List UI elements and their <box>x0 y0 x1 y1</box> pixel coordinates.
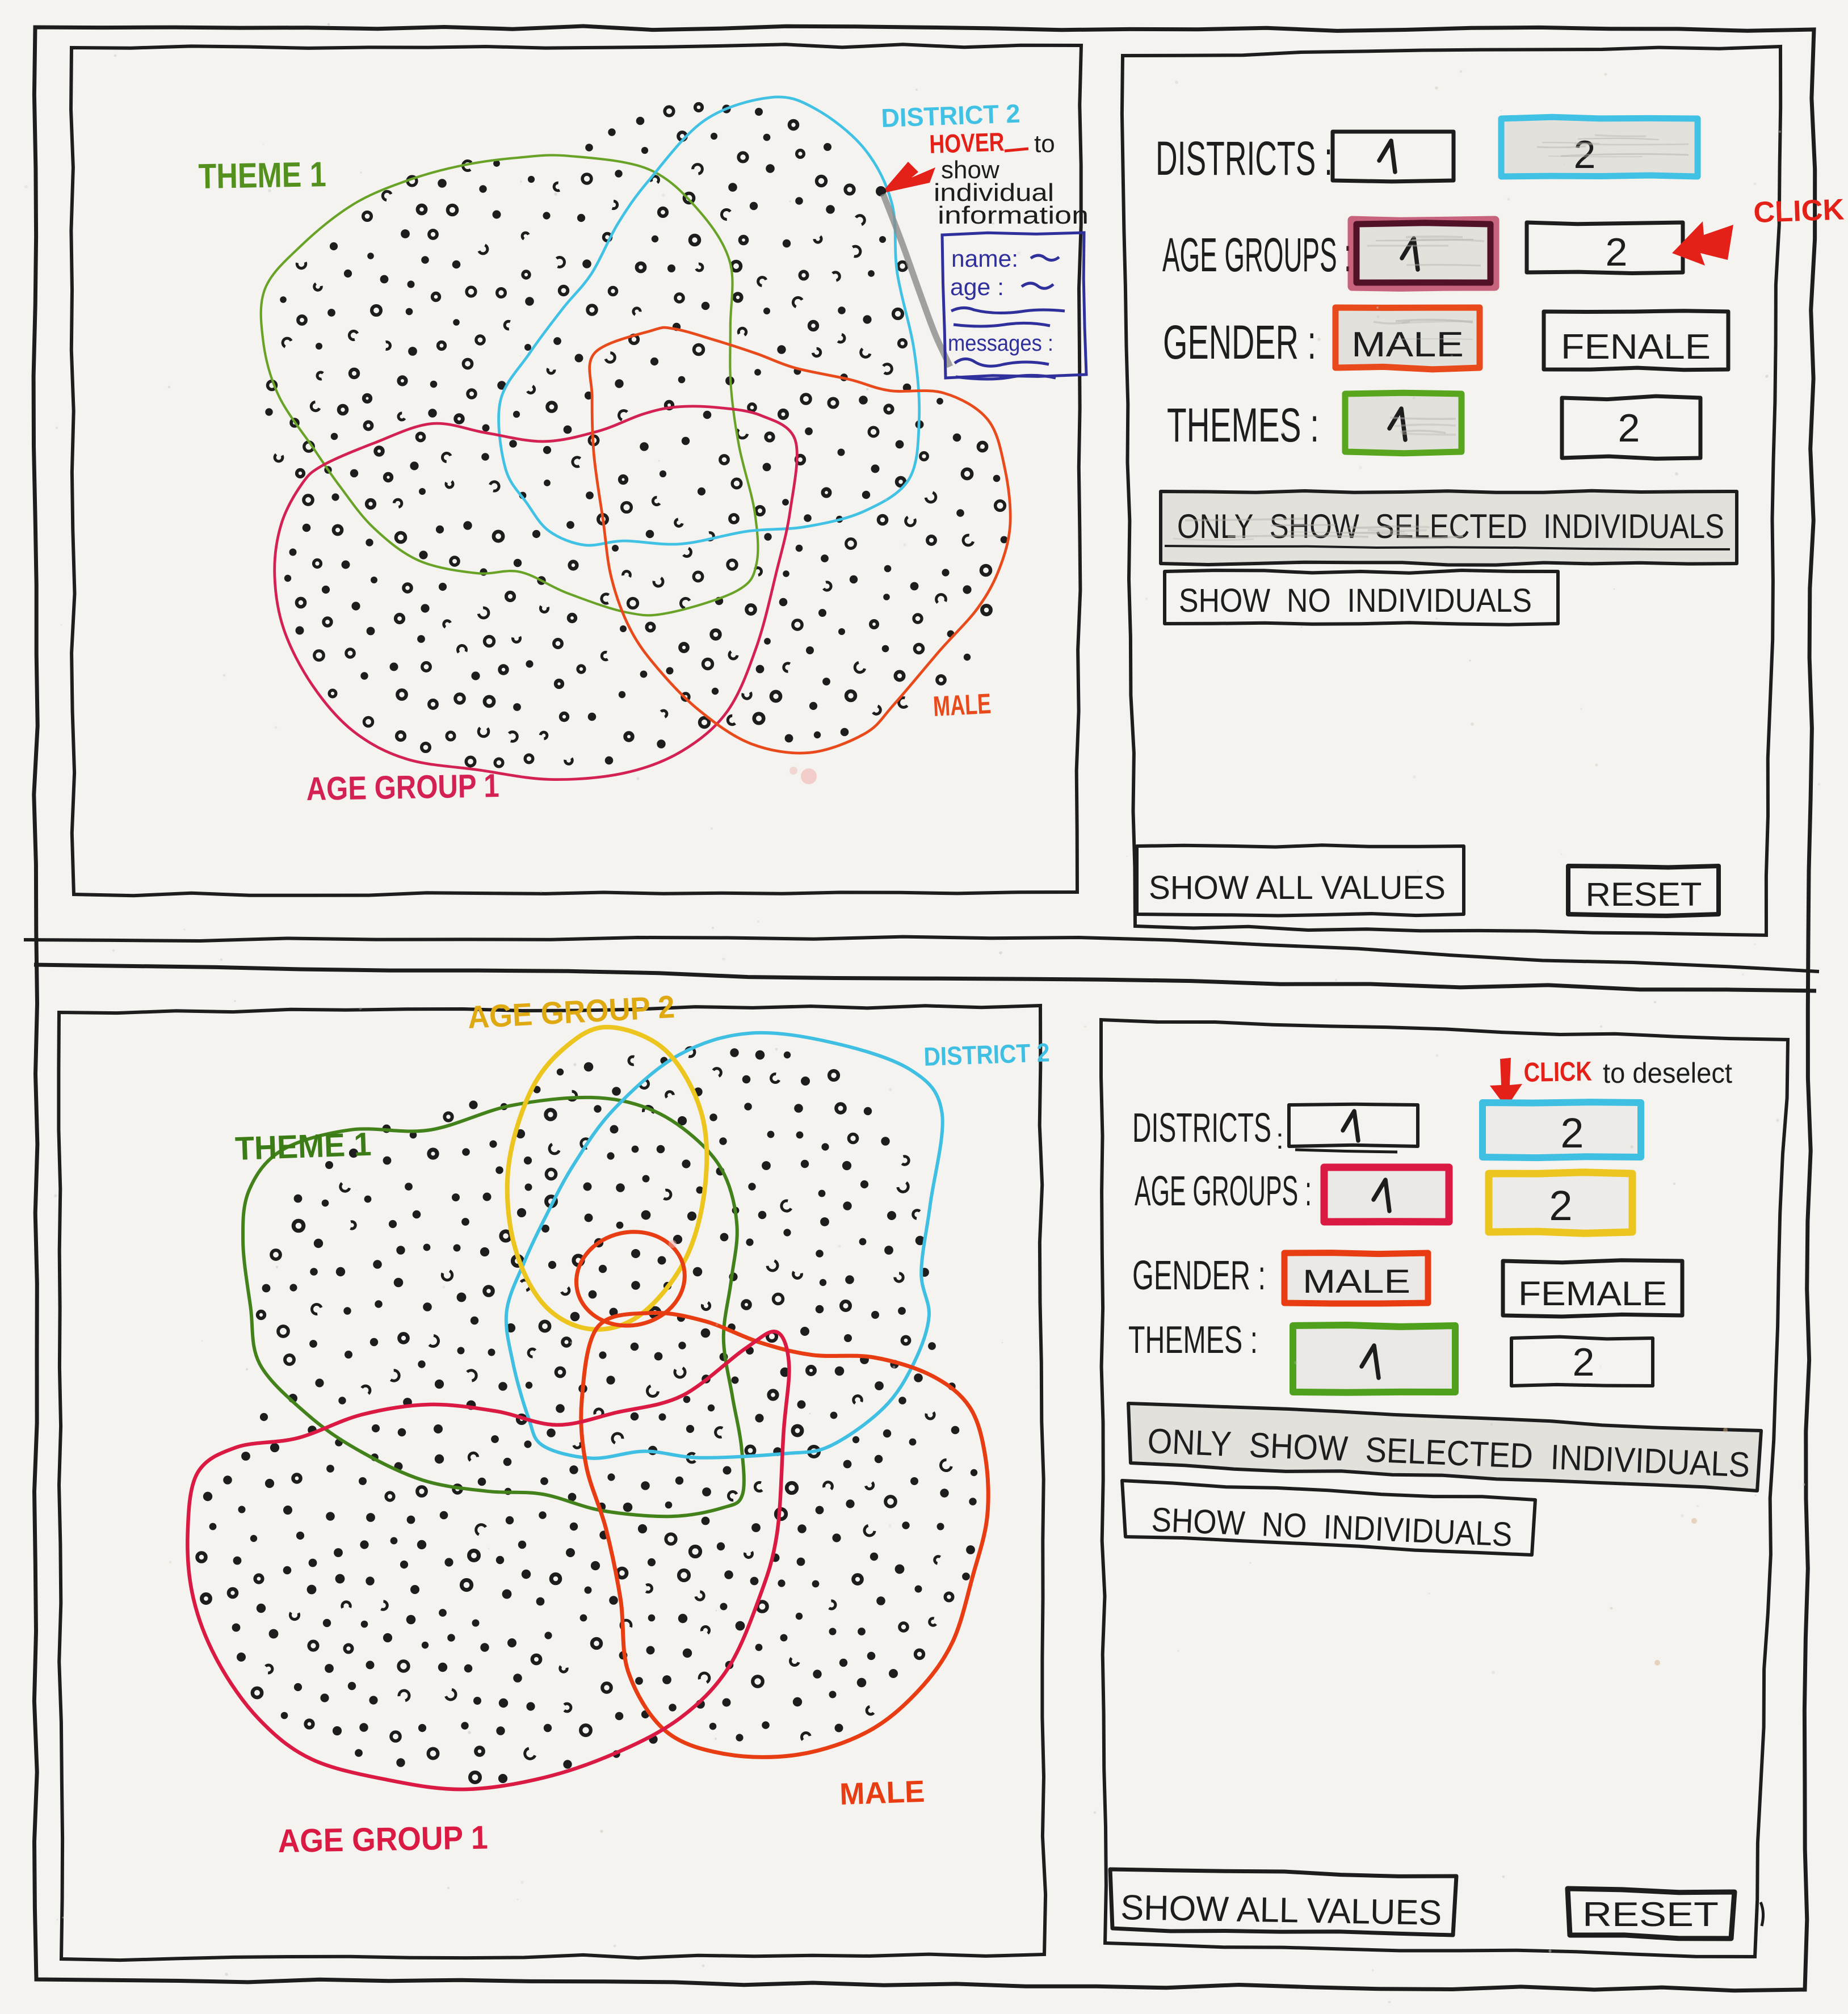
svg-text:DISTRICT 2: DISTRICT 2 <box>923 1037 1051 1071</box>
svg-text:information: information <box>938 201 1089 229</box>
svg-text:messages :: messages : <box>948 331 1053 356</box>
svg-text:AGE GROUPS :: AGE GROUPS : <box>1162 228 1351 281</box>
svg-text:HOVER: HOVER <box>929 127 1005 159</box>
svg-text:FEMALE: FEMALE <box>1518 1275 1667 1313</box>
svg-text:THEMES :: THEMES : <box>1167 398 1319 452</box>
svg-text:individual: individual <box>934 179 1054 207</box>
svg-text:CLICK: CLICK <box>1753 193 1845 229</box>
svg-text:CLICK: CLICK <box>1523 1057 1592 1088</box>
svg-text:name:: name: <box>951 245 1018 272</box>
svg-text:2: 2 <box>1618 406 1640 450</box>
svg-text:AGE GROUPS :: AGE GROUPS : <box>1135 1167 1312 1214</box>
svg-text:2: 2 <box>1549 1182 1572 1229</box>
svg-text:AGE GROUP 1: AGE GROUP 1 <box>278 1819 488 1860</box>
svg-text:MALE: MALE <box>839 1775 925 1811</box>
svg-text:show: show <box>941 156 999 184</box>
svg-text:SHOW NO INDIVIDUALS: SHOW NO INDIVIDUALS <box>1179 582 1532 619</box>
svg-text:DISTRICTS: DISTRICTS <box>1132 1105 1271 1151</box>
svg-text:DISTRICTS :: DISTRICTS : <box>1156 132 1333 185</box>
svg-text:SHOW ALL VALUES: SHOW ALL VALUES <box>1120 1888 1442 1933</box>
svg-text:THEMES :: THEMES : <box>1128 1318 1258 1361</box>
svg-text:GENDER :: GENDER : <box>1132 1253 1266 1298</box>
svg-text:MALE: MALE <box>1303 1263 1410 1300</box>
svg-text:SHOW ALL VALUES: SHOW ALL VALUES <box>1149 869 1446 906</box>
svg-text:2: 2 <box>1606 230 1628 274</box>
svg-text:FENALE: FENALE <box>1561 327 1711 367</box>
svg-text:THEME 1: THEME 1 <box>198 155 326 196</box>
svg-text:age :: age : <box>950 274 1004 300</box>
svg-text:to deselect: to deselect <box>1603 1057 1732 1089</box>
svg-text::: : <box>1276 1123 1284 1155</box>
svg-text:to: to <box>1034 130 1055 158</box>
svg-text:MALE: MALE <box>933 688 992 722</box>
svg-text:RESET: RESET <box>1586 876 1702 913</box>
svg-text:2: 2 <box>1560 1109 1584 1157</box>
svg-text:AGE GROUP 1: AGE GROUP 1 <box>306 767 499 808</box>
svg-text:RESET: RESET <box>1582 1895 1719 1933</box>
svg-text:GENDER :: GENDER : <box>1163 316 1316 369</box>
svg-text:THEME 1: THEME 1 <box>234 1126 372 1167</box>
svg-text:2: 2 <box>1573 1340 1595 1384</box>
svg-text:DISTRICT 2: DISTRICT 2 <box>881 98 1021 133</box>
svg-text:MALE: MALE <box>1351 325 1464 364</box>
svg-text:ONLY SHOW SELECTED INDIVIDU: ONLY SHOW SELECTED INDIVIDUALS <box>1177 507 1724 545</box>
